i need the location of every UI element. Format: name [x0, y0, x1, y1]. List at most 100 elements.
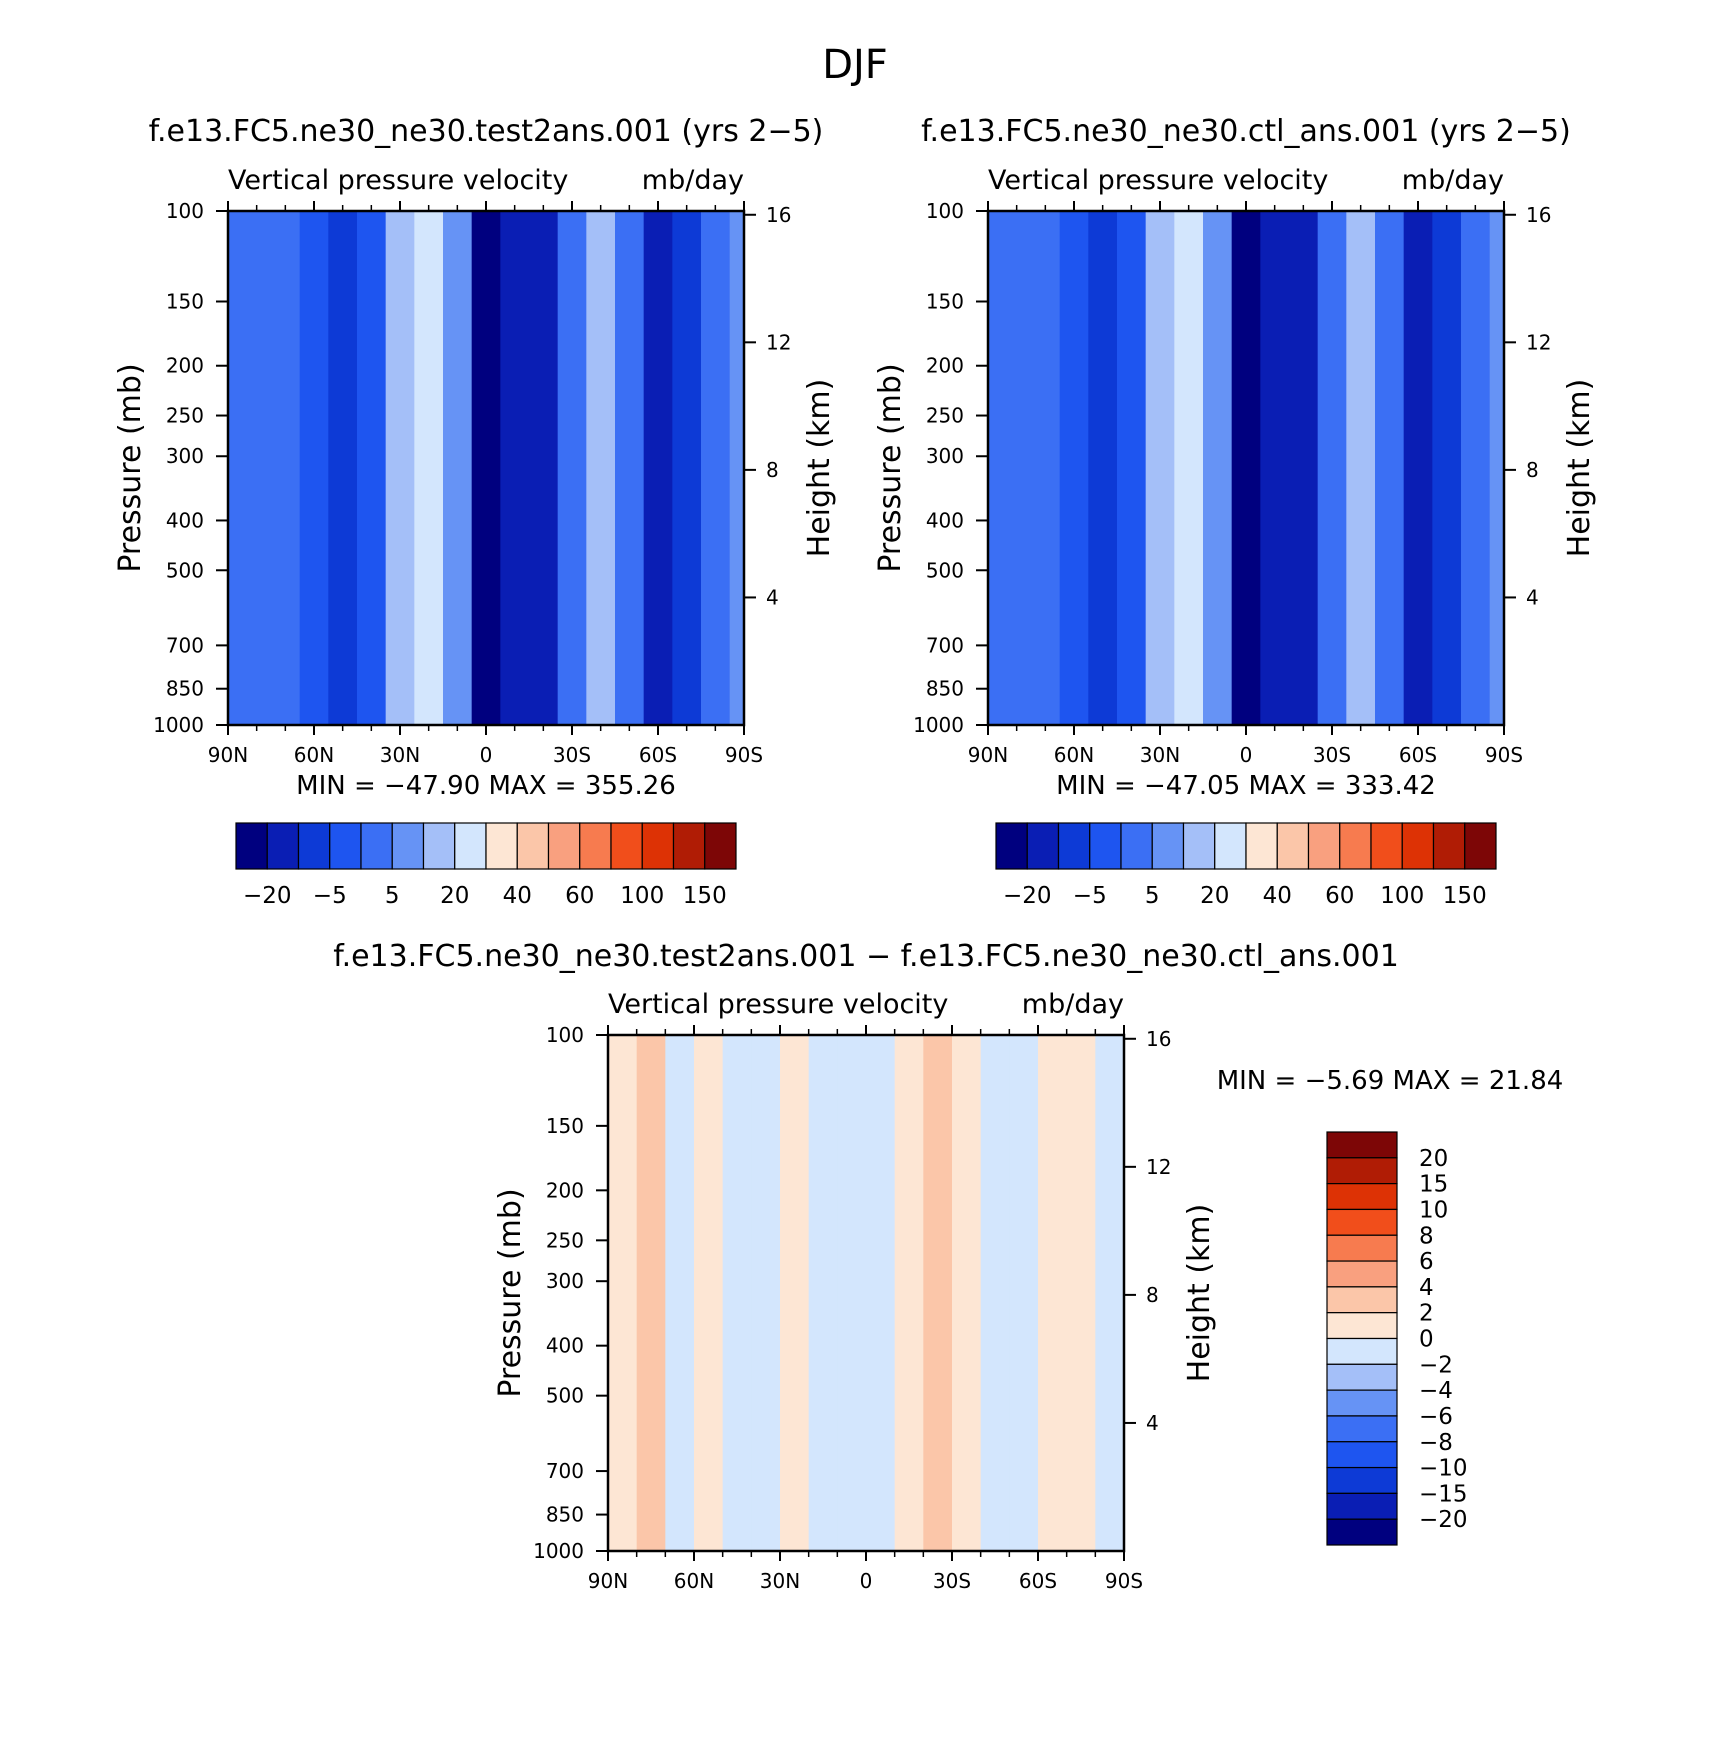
colorbar-box [391, 822, 425, 870]
y2-tick-label: 4 [1526, 585, 1539, 609]
x-tick-label: 60N [1054, 743, 1094, 767]
y-tick-label: 300 [166, 444, 204, 468]
y2-tick-label: 8 [766, 458, 779, 482]
y2-tick-label: 8 [1146, 1283, 1159, 1307]
colorbar-box [1326, 1234, 1398, 1262]
data-band [751, 1035, 781, 1551]
colorbar: −20 −5 5 20 40 60 100 150 [995, 822, 1497, 909]
data-band [808, 1035, 838, 1551]
y-tick-label: 400 [926, 508, 964, 532]
colorbar-label: 20 [440, 883, 469, 909]
colorbar-box [704, 822, 737, 870]
x-tick-label: 60S [1019, 1569, 1057, 1593]
colorbar-label: −20 [243, 883, 292, 909]
colorbar-label: −5 [1073, 883, 1107, 909]
y2-axis-label: Height (km) [802, 379, 837, 558]
panel-test: f.e13.FC5.ne30_ne30.test2ans.001 (yrs 2−… [113, 114, 837, 909]
colorbar-label: −6 [1419, 1404, 1453, 1430]
colorbar-label: 60 [1325, 883, 1354, 909]
data-band [385, 211, 415, 725]
colorbar-label: 20 [1200, 883, 1229, 909]
colorbar-box [1026, 822, 1060, 870]
panel-title: f.e13.FC5.ne30_ne30.test2ans.001 − f.e13… [333, 939, 1399, 974]
data-band [228, 211, 272, 725]
x-tick-label: 90N [208, 743, 248, 767]
y-tick-label: 700 [926, 633, 964, 657]
y2-tick-label: 12 [1526, 330, 1551, 354]
colorbar-box [579, 822, 612, 870]
colorbar-label: 8 [1419, 1223, 1434, 1249]
y-tick-label: 150 [546, 1114, 584, 1138]
y-tick-label: 150 [926, 290, 964, 314]
x-tick-label: 60S [1399, 743, 1437, 767]
x-tick-label: 60N [294, 743, 334, 767]
data-band [1489, 211, 1505, 725]
data-band [615, 211, 645, 725]
colorbar-label: 100 [620, 883, 664, 909]
colorbar-box [1326, 1389, 1398, 1417]
x-tick-label: 0 [1240, 743, 1253, 767]
colorbar-label: 6 [1419, 1249, 1434, 1275]
colorbar-box [1326, 1492, 1398, 1520]
colorbar-label: −20 [1419, 1507, 1468, 1533]
y-tick-label: 300 [926, 444, 964, 468]
colorbar-box [1057, 822, 1091, 870]
y2-tick-label: 12 [1146, 1155, 1171, 1179]
data-band [1088, 211, 1118, 725]
data-band [1174, 211, 1204, 725]
y-tick-label: 700 [546, 1459, 584, 1483]
panel-title: f.e13.FC5.ne30_ne30.ctl_ans.001 (yrs 2−5… [921, 114, 1571, 149]
x-tick-label: 30N [760, 1569, 800, 1593]
y2-tick-label: 16 [1146, 1027, 1171, 1051]
data-band [694, 1035, 724, 1551]
colorbar-label: −15 [1419, 1481, 1468, 1507]
data-band [357, 211, 387, 725]
colorbar-label: −4 [1419, 1378, 1453, 1404]
data-band [837, 1035, 867, 1551]
data-band [1145, 211, 1175, 725]
data-band [1346, 211, 1376, 725]
y-tick-label: 200 [166, 354, 204, 378]
y-tick-label: 300 [546, 1269, 584, 1293]
colorbar-box [1326, 1208, 1398, 1236]
y2-tick-label: 16 [1526, 203, 1551, 227]
colorbar-box [1326, 1363, 1398, 1391]
colorbar-box [995, 822, 1028, 870]
colorbar-box [1326, 1183, 1398, 1211]
x-tick-label: 90S [725, 743, 763, 767]
panel-subtitle-left: Vertical pressure velocity [988, 165, 1328, 196]
colorbar-box [360, 822, 393, 870]
x-tick-label: 60N [674, 1569, 714, 1593]
x-tick-label: 90N [588, 1569, 628, 1593]
y-tick-label: 850 [166, 677, 204, 701]
colorbar-box [1276, 822, 1310, 870]
panel-subtitle-left: Vertical pressure velocity [608, 989, 948, 1020]
data-band [952, 1035, 982, 1551]
colorbar-box [1326, 1337, 1398, 1365]
data-band [1117, 211, 1147, 725]
data-band [780, 1035, 810, 1551]
y-axis-label: Pressure (mb) [493, 1188, 528, 1397]
y-tick-label: 250 [546, 1228, 584, 1252]
data-band [1038, 1035, 1068, 1551]
colorbar-label: −5 [313, 883, 347, 909]
colorbar-label: 2 [1419, 1301, 1434, 1327]
y-tick-label: 400 [546, 1334, 584, 1358]
colorbar-box [1370, 822, 1403, 870]
panel-subtitle-right: mb/day [1402, 165, 1504, 196]
data-band [1009, 1035, 1039, 1551]
data-band [665, 1035, 695, 1551]
colorbar-box [485, 822, 518, 870]
data-band [988, 211, 1032, 725]
colorbar-box [1326, 1157, 1398, 1185]
colorbar-box [329, 822, 362, 870]
colorbar-label: 150 [683, 883, 727, 909]
colorbar-label: −10 [1419, 1456, 1468, 1482]
x-tick-label: 0 [860, 1569, 873, 1593]
colorbar-box [516, 822, 550, 870]
colorbar-box [1326, 1441, 1398, 1469]
min-max-stats: MIN = −5.69 MAX = 21.84 [1217, 1066, 1564, 1096]
colorbar-box [1326, 1466, 1398, 1494]
colorbar-label: −2 [1419, 1352, 1453, 1378]
